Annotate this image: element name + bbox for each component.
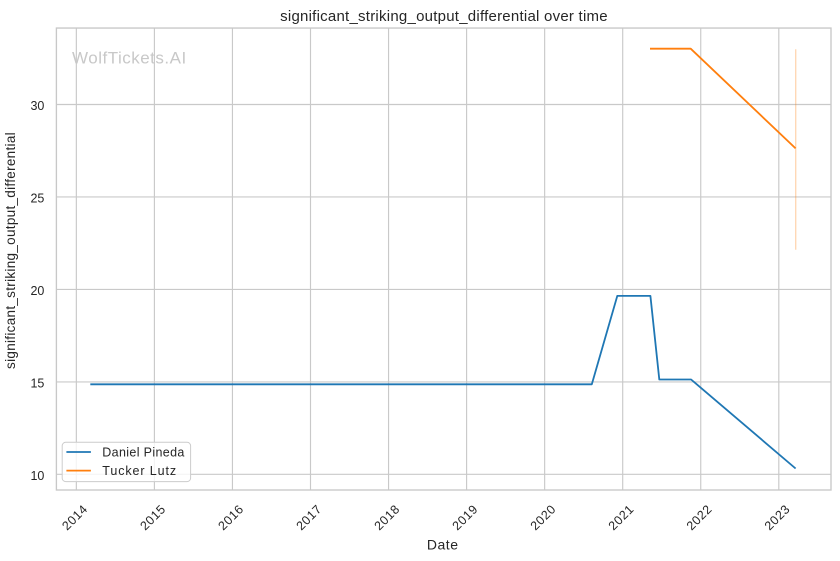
svg-text:20: 20: [30, 284, 44, 298]
svg-text:significant_striking_output_di: significant_striking_output_differential: [3, 132, 18, 369]
svg-text:Tucker Lutz: Tucker Lutz: [102, 464, 177, 478]
svg-text:30: 30: [30, 99, 44, 113]
svg-text:15: 15: [30, 377, 44, 391]
svg-text:significant_striking_output_di: significant_striking_output_differential…: [280, 8, 608, 25]
svg-text:25: 25: [30, 192, 44, 206]
svg-text:10: 10: [30, 469, 44, 483]
svg-text:WolfTickets.AI: WolfTickets.AI: [72, 49, 187, 68]
svg-text:Daniel Pineda: Daniel Pineda: [102, 446, 184, 460]
svg-text:Date: Date: [427, 537, 459, 553]
